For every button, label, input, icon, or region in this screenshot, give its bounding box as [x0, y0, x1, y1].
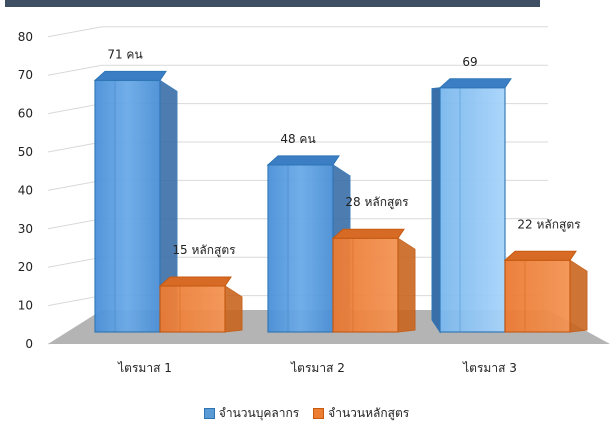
- category-label: ไตรมาส 1: [117, 361, 172, 375]
- grid-slope-40: [47, 179, 103, 191]
- bar-top-1-1: [331, 228, 405, 239]
- legend-item-courses: จำนวนหลักสูตร: [313, 404, 409, 423]
- bar-0-0: [93, 70, 178, 333]
- data-label-1-1: 28 หลักสูตร: [345, 195, 409, 210]
- grid-slope-20: [47, 256, 103, 268]
- y-tick-label: 10: [18, 299, 33, 313]
- bar-1-1: [331, 228, 416, 333]
- bar-front-1-0: [159, 285, 226, 333]
- grid-slope-50: [47, 141, 103, 153]
- bar-side-1-0: [224, 285, 243, 333]
- grid-slope-10: [47, 295, 103, 307]
- bar-side-1-1: [397, 237, 416, 333]
- bar-top-0-0: [93, 70, 167, 81]
- grid-slope-70: [47, 64, 103, 76]
- bar-top-0-1: [266, 155, 340, 166]
- y-tick-label: 70: [18, 68, 33, 82]
- bar-top-1-2: [503, 250, 577, 261]
- grid-slope-60: [47, 103, 103, 115]
- category-labels: ไตรมาส 1 ไตรมาส 2 ไตรมาส 3: [117, 361, 517, 375]
- legend-swatch-orange: [313, 408, 325, 419]
- y-tick-label: 50: [18, 145, 33, 159]
- bar-side-1-2: [569, 259, 588, 333]
- data-label-1-0: 15 หลักสูตร: [172, 243, 236, 258]
- bar-1-0: [158, 276, 243, 333]
- bar-top-1-0: [158, 276, 232, 287]
- y-tick-label: 80: [18, 30, 33, 44]
- bar-1-2: [503, 250, 588, 333]
- legend: จำนวนบุคลากร จำนวนหลักสูตร: [0, 404, 613, 423]
- bar-front-1-2: [504, 259, 571, 333]
- data-label-0-1: 48 คน: [280, 132, 315, 146]
- title-bar: [5, 0, 540, 7]
- bar-side-0-2: [431, 87, 441, 334]
- data-label-1-2: 22 หลักสูตร: [517, 217, 581, 232]
- data-label-0-0: 71 คน: [107, 47, 142, 61]
- y-tick-label: 30: [18, 222, 33, 236]
- legend-label-courses: จำนวนหลักสูตร: [328, 406, 410, 420]
- y-tick-label: 20: [18, 260, 33, 274]
- legend-item-personnel: จำนวนบุคลากร: [203, 404, 300, 423]
- grid-slope-30: [47, 218, 103, 230]
- data-label-0-2: 69: [462, 55, 477, 69]
- bar-front-0-0: [94, 79, 161, 333]
- legend-label-personnel: จำนวนบุคลากร: [218, 406, 300, 420]
- bars: [93, 70, 588, 334]
- bar-front-1-1: [332, 237, 399, 333]
- bar-front-0-1: [267, 164, 334, 333]
- y-tick-label: 0: [25, 337, 33, 351]
- legend-swatch-blue: [203, 408, 215, 419]
- data-labels: 71 คน 15 หลักสูตร 48 คน 28 หลักสูตร 69 22 หลั…: [107, 47, 581, 258]
- bar-top-0-2: [438, 78, 512, 89]
- bar-chart: 0 10 20 30 40 50 60 70 80 71 คน 15 หลักสูตร 48 คน 2…: [18, 26, 610, 375]
- category-label: ไตรมาส 3: [462, 361, 517, 375]
- y-tick-label: 40: [18, 183, 33, 197]
- y-tick-label: 60: [18, 107, 33, 121]
- grid-slope-80: [47, 26, 103, 38]
- y-axis-ticks: 0 10 20 30 40 50 60 70 80: [18, 30, 33, 351]
- bar-front-0-2: [439, 87, 506, 333]
- bar-0-2: [431, 78, 512, 334]
- category-label: ไตรมาส 2: [290, 361, 345, 375]
